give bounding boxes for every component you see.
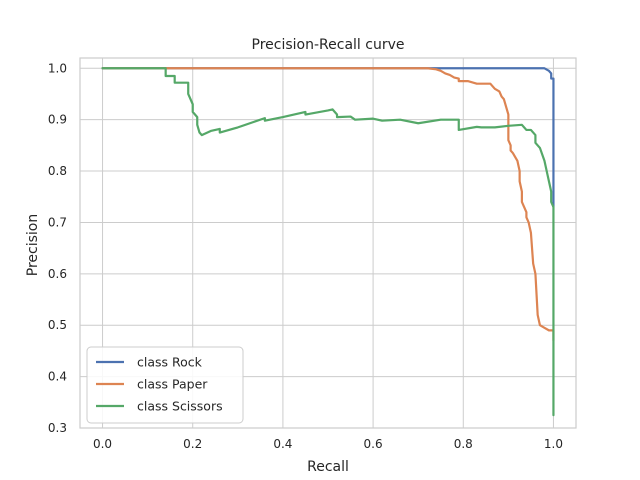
x-tick-label: 0.6 <box>364 437 383 451</box>
y-tick-label: 0.3 <box>48 421 67 435</box>
x-tick-label: 1.0 <box>544 437 563 451</box>
y-axis-ticks: 0.3 0.4 0.5 0.6 0.7 0.8 0.9 1.0 <box>48 61 67 435</box>
legend-box <box>86 346 244 424</box>
chart-title: Precision-Recall curve <box>252 37 405 53</box>
x-axis-ticks: 0.0 0.2 0.4 0.6 0.8 1.0 <box>93 437 563 451</box>
x-tick-label: 0.2 <box>183 437 202 451</box>
y-axis-label: Precision <box>25 214 41 276</box>
legend-label: class Rock <box>137 355 203 370</box>
series-line-class-rock <box>101 67 555 209</box>
x-tick-label: 0.8 <box>454 437 473 451</box>
series-line-class-paper <box>101 67 555 342</box>
series-line-class-scissors <box>101 67 555 417</box>
legend: class Rock class Paper class Scissors <box>86 346 244 424</box>
y-tick-label: 0.4 <box>48 370 67 384</box>
y-tick-label: 0.9 <box>48 113 67 127</box>
y-tick-label: 0.7 <box>48 215 67 229</box>
plot-frame <box>79 57 577 429</box>
y-tick-label: 1.0 <box>48 61 67 75</box>
y-tick-label: 0.5 <box>48 318 67 332</box>
y-tick-label: 0.6 <box>48 267 67 281</box>
legend-label: class Scissors <box>137 399 223 414</box>
y-tick-label: 0.8 <box>48 164 67 178</box>
x-tick-label: 0.4 <box>273 437 292 451</box>
legend-label: class Paper <box>137 377 208 392</box>
x-axis-label: Recall <box>307 459 349 475</box>
series-lines <box>101 67 555 417</box>
x-tick-label: 0.0 <box>93 437 112 451</box>
